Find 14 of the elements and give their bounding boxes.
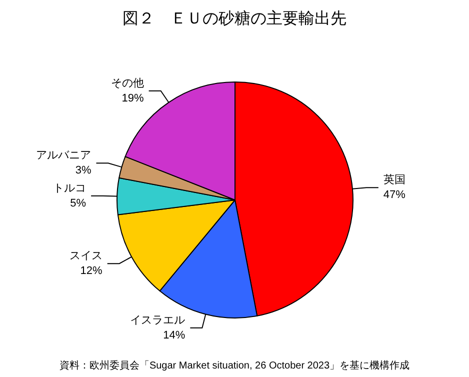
- slice-label: イスラエル: [130, 314, 186, 326]
- data-label: 14%: [163, 329, 186, 342]
- chart-title: 図２ ＥＵの砂糖の主要輸出先: [122, 10, 346, 28]
- slice-label: その他: [110, 77, 144, 90]
- slice-label: トルコ: [53, 182, 86, 194]
- data-label: 47%: [383, 189, 406, 202]
- slice-label: 英国: [383, 173, 406, 186]
- data-label: 5%: [70, 197, 86, 210]
- slice-label: アルバニア: [36, 150, 92, 162]
- slice-label: スイス: [69, 250, 102, 262]
- data-label: 19%: [122, 92, 144, 104]
- data-label: 12%: [80, 265, 103, 278]
- text: 資料：欧州委員会「Sugar Market situation, 26 October 2023」を基に機構作成: [59, 360, 410, 372]
- data-label: 3%: [75, 164, 92, 177]
